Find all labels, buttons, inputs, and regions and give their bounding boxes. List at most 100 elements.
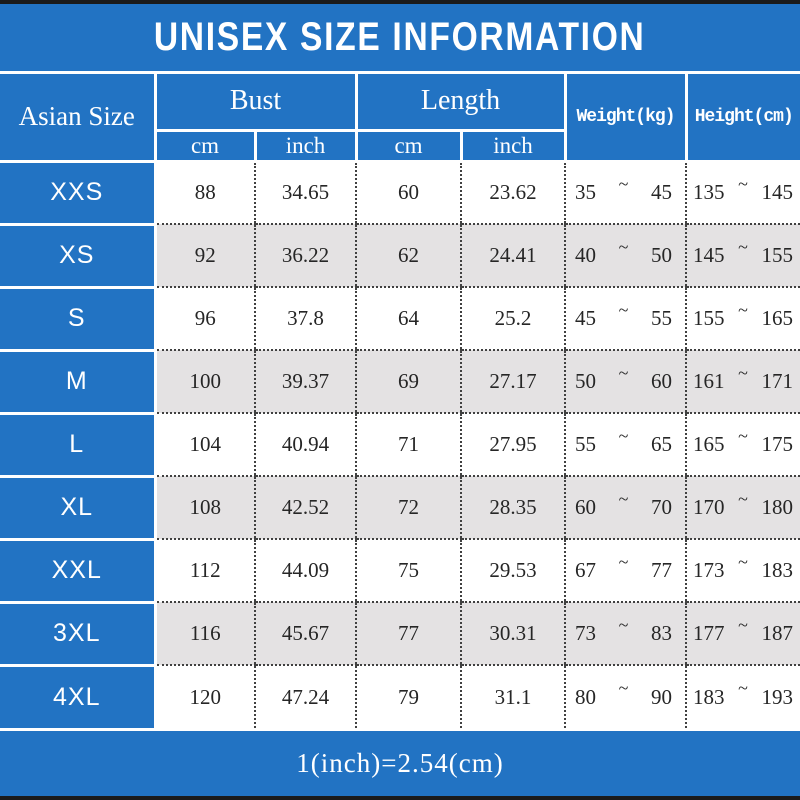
table-row: 3XL 116 45.67 77 30.31 73 ~83 177 ~187 [0, 602, 800, 667]
height-range-cell: 177 ~187 [685, 602, 800, 666]
weight-range-cell: 40 ~50 [564, 224, 687, 288]
size-label: L [0, 413, 157, 478]
size-table: Asian Size Bust Length Weight(kg) Height… [0, 74, 800, 728]
height-max: 155 [761, 243, 794, 267]
header-bust-inch: inch [253, 128, 358, 163]
table-row: 4XL 120 47.24 79 31.1 80 ~90 183 ~193 [0, 665, 800, 728]
bust-cm-cell: 112 [155, 539, 255, 603]
weight-min: 80 [575, 684, 597, 709]
bust-cm-cell: 88 [155, 161, 255, 225]
bust-inch-cell: 42.52 [253, 476, 357, 540]
height-range-cell: 165 ~175 [685, 413, 800, 477]
weight-min: 67 [575, 558, 597, 582]
weight-max: 50 [651, 243, 673, 267]
tilde-symbol: ~ [738, 362, 748, 383]
height-range-cell: 183 ~193 [685, 665, 800, 728]
height-min: 165 [693, 432, 725, 456]
weight-range-cell: 73 ~83 [564, 602, 687, 666]
height-max: 145 [761, 180, 794, 205]
header-length-inch: inch [459, 128, 567, 163]
bust-cm-cell: 120 [155, 665, 255, 728]
length-inch-cell: 29.53 [460, 539, 566, 603]
header-height: Height(cm) [684, 74, 800, 163]
bust-inch-cell: 44.09 [253, 539, 357, 603]
weight-max: 65 [651, 432, 673, 456]
height-range-cell: 155 ~165 [685, 287, 800, 351]
tilde-symbol: ~ [738, 614, 748, 635]
tilde-symbol: ~ [618, 551, 629, 572]
weight-range-cell: 80 ~90 [564, 665, 687, 728]
length-inch-cell: 24.41 [460, 224, 566, 288]
height-min: 170 [693, 495, 725, 519]
size-label: XS [0, 224, 157, 289]
table-body: XXS 88 34.65 60 23.62 35 ~45 135 ~145 XS 9… [0, 161, 800, 728]
bust-inch-cell: 47.24 [253, 665, 357, 728]
bust-inch-cell: 45.67 [253, 602, 357, 666]
height-max: 183 [761, 558, 794, 582]
size-label: S [0, 287, 157, 352]
bust-inch-cell: 40.94 [253, 413, 357, 477]
table-row: L 104 40.94 71 27.95 55 ~65 165 ~175 [0, 413, 800, 478]
size-label: XXS [0, 161, 157, 226]
table-row: XL 108 42.52 72 28.35 60 ~70 170 ~180 [0, 476, 800, 541]
tilde-symbol: ~ [738, 488, 748, 509]
height-range-cell: 145 ~155 [685, 224, 800, 288]
weight-range-cell: 45 ~55 [564, 287, 687, 351]
weight-max: 83 [651, 621, 673, 645]
tilde-symbol: ~ [618, 425, 629, 446]
length-cm-cell: 79 [355, 665, 462, 728]
tilde-symbol: ~ [618, 362, 629, 383]
length-inch-cell: 23.62 [460, 161, 566, 225]
weight-min: 45 [575, 306, 597, 330]
size-label: 4XL [0, 665, 157, 728]
weight-max: 90 [651, 684, 673, 709]
weight-max: 70 [651, 495, 673, 519]
weight-max: 77 [651, 558, 673, 582]
tilde-symbol: ~ [618, 236, 629, 257]
height-range-cell: 161 ~171 [685, 350, 800, 414]
length-inch-cell: 27.17 [460, 350, 566, 414]
bottom-border-bar [0, 796, 800, 800]
header-bust-cm: cm [155, 128, 257, 163]
height-min: 177 [693, 621, 725, 645]
weight-range-cell: 55 ~65 [564, 413, 687, 477]
tilde-symbol: ~ [618, 614, 629, 635]
page-title: UNISEX SIZE INFORMATION [154, 15, 646, 59]
bust-inch-cell: 39.37 [253, 350, 357, 414]
table-row: XS 92 36.22 62 24.41 40 ~50 145 ~155 [0, 224, 800, 289]
tilde-symbol: ~ [618, 678, 629, 698]
tilde-symbol: ~ [618, 488, 629, 509]
title-bar: UNISEX SIZE INFORMATION [0, 4, 800, 74]
bust-inch-cell: 37.8 [253, 287, 357, 351]
header-length-group: Length [354, 74, 567, 132]
weight-range-cell: 67 ~77 [564, 539, 687, 603]
length-cm-cell: 69 [355, 350, 462, 414]
length-inch-cell: 30.31 [460, 602, 566, 666]
height-min: 183 [693, 684, 725, 709]
height-min: 135 [693, 180, 725, 205]
height-min: 145 [693, 243, 725, 267]
height-max: 187 [761, 621, 794, 645]
weight-max: 60 [651, 369, 673, 393]
height-range-cell: 135 ~145 [685, 161, 800, 225]
height-min: 155 [693, 306, 725, 330]
length-cm-cell: 75 [355, 539, 462, 603]
weight-range-cell: 35 ~45 [564, 161, 687, 225]
height-range-cell: 173 ~183 [685, 539, 800, 603]
length-inch-cell: 27.95 [460, 413, 566, 477]
length-inch-cell: 28.35 [460, 476, 566, 540]
length-cm-cell: 72 [355, 476, 462, 540]
weight-min: 55 [575, 432, 597, 456]
bust-inch-cell: 34.65 [253, 161, 357, 225]
table-row: M 100 39.37 69 27.17 50 ~60 161 ~171 [0, 350, 800, 415]
weight-min: 40 [575, 243, 597, 267]
table-row: XXL 112 44.09 75 29.53 67 ~77 173 ~183 [0, 539, 800, 604]
header-weight: Weight(kg) [563, 74, 688, 163]
length-cm-cell: 64 [355, 287, 462, 351]
weight-min: 73 [575, 621, 597, 645]
height-min: 173 [693, 558, 725, 582]
weight-min: 50 [575, 369, 597, 393]
table-row: XXS 88 34.65 60 23.62 35 ~45 135 ~145 [0, 161, 800, 226]
tilde-symbol: ~ [738, 299, 748, 320]
length-cm-cell: 60 [355, 161, 462, 225]
